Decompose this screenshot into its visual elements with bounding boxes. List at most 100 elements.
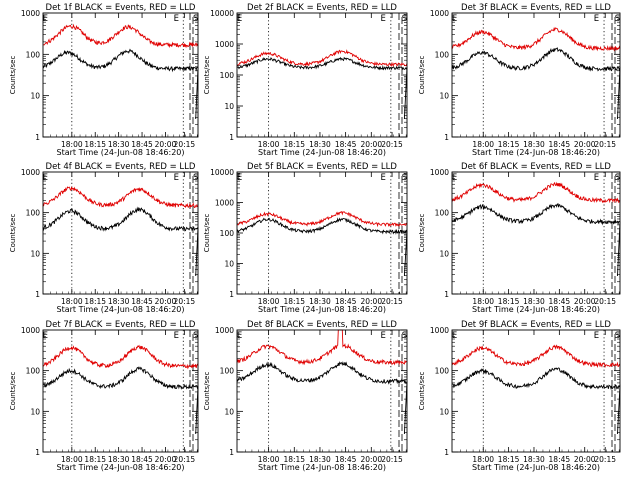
lld-series-line	[451, 344, 621, 369]
plot-frame	[42, 12, 199, 138]
x-tick-label: 18:15	[498, 140, 520, 149]
y-tick-label: 10000	[210, 168, 234, 177]
y-tick-label: 1	[444, 290, 449, 299]
x-tick-label: 18:00	[61, 455, 83, 464]
edge-marker-label: E	[594, 14, 599, 24]
chart-title: Det 7f BLACK = Events, RED = LLD	[46, 320, 196, 330]
y-axis-label: Counts/sec	[203, 56, 211, 95]
lld-series-line	[236, 329, 408, 366]
x-tick-label: 20:15	[174, 455, 196, 464]
x-tick-label: 20:00	[155, 140, 177, 149]
y-axis-label: Counts/sec	[418, 372, 426, 411]
events-series-line	[236, 217, 408, 277]
lld-series-line	[42, 186, 199, 209]
events-series-line	[42, 48, 199, 120]
edge-marker-label: E	[594, 331, 599, 341]
chart-title: Det 9f BLACK = Events, RED = LLD	[461, 320, 611, 330]
lld-series-line	[451, 26, 621, 52]
y-tick-label: 1000	[215, 326, 234, 335]
x-tick-label: 18:00	[258, 455, 280, 464]
x-tick-label: 18:30	[309, 455, 331, 464]
x-tick-label: 20:00	[574, 140, 596, 149]
y-tick-label: 1000	[21, 326, 40, 335]
x-tick-label: 18:00	[61, 297, 83, 306]
x-tick-label: 18:45	[335, 455, 357, 464]
lld-series-line	[42, 23, 199, 49]
x-tick-label: 18:30	[523, 140, 545, 149]
chart-panel-3: Det 3f BLACK = Events, RED = LLD Start Ti…	[418, 3, 621, 157]
edge-marker-label: E	[43, 173, 48, 183]
chart-title: Det 1f BLACK = Events, RED = LLD	[46, 3, 196, 13]
x-tick-label: 18:00	[472, 140, 494, 149]
x-tick-label: 18:15	[84, 140, 106, 149]
edge-marker-label: E	[452, 14, 457, 24]
edge-marker-label: E	[594, 173, 599, 183]
edge-marker-label: E	[174, 173, 179, 183]
y-tick-label: 100	[435, 367, 450, 376]
x-tick-label: 18:15	[283, 297, 305, 306]
events-series-line	[451, 367, 621, 435]
events-series-line	[42, 206, 199, 277]
edge-marker-label: E	[381, 173, 386, 183]
x-tick-label: 18:30	[108, 140, 130, 149]
y-tick-label: 10	[224, 260, 234, 269]
edge-marker-label: S	[402, 331, 407, 341]
chart-title: Det 8f BLACK = Events, RED = LLD	[247, 320, 397, 330]
events-series-line	[451, 203, 621, 277]
y-tick-label: 100	[26, 50, 41, 59]
y-axis-label: Counts/sec	[9, 56, 17, 95]
x-tick-label: 20:15	[594, 297, 616, 306]
events-series-line	[451, 47, 621, 120]
x-tick-label: 18:00	[258, 140, 280, 149]
y-tick-label: 1	[444, 448, 449, 457]
events-series-line	[236, 361, 408, 435]
x-tick-label: 18:45	[549, 297, 571, 306]
chart-panel-6: Det 6f BLACK = Events, RED = LLD Start Ti…	[418, 162, 621, 314]
lld-series-line	[451, 181, 621, 204]
x-tick-label: 20:00	[360, 140, 382, 149]
edge-marker-label: E	[237, 14, 242, 24]
edge-marker-label: S	[615, 331, 620, 341]
x-axis-label: Start Time (24-Jun-08 18:46:20)	[258, 463, 386, 472]
edge-marker-label: S	[402, 173, 407, 183]
x-tick-label: 18:30	[523, 455, 545, 464]
edge-marker-label: S	[193, 14, 198, 24]
plot-frame	[451, 329, 621, 453]
events-series-line	[236, 56, 408, 120]
x-tick-label: 20:15	[594, 455, 616, 464]
y-tick-label: 1000	[21, 9, 40, 18]
lld-series-line	[236, 49, 408, 67]
chart-panel-1: Det 1f BLACK = Events, RED = LLD Start Ti…	[9, 3, 199, 157]
x-tick-label: 18:00	[61, 140, 83, 149]
x-tick-label: 20:00	[574, 455, 596, 464]
chart-title: Det 2f BLACK = Events, RED = LLD	[247, 3, 397, 13]
x-axis-label: Start Time (24-Jun-08 18:46:20)	[57, 463, 185, 472]
x-axis-label: Start Time (24-Jun-08 18:46:20)	[258, 305, 386, 314]
edge-marker-label: E	[174, 331, 179, 341]
y-axis-label: Counts/sec	[203, 214, 211, 253]
x-tick-label: 18:45	[549, 140, 571, 149]
y-axis-label: Counts/sec	[203, 372, 211, 411]
x-tick-label: 18:00	[472, 297, 494, 306]
y-tick-label: 1	[444, 133, 449, 142]
plot-frame	[451, 12, 621, 138]
chart-title: Det 3f BLACK = Events, RED = LLD	[461, 3, 611, 13]
y-tick-label: 1	[35, 290, 40, 299]
events-series-line	[42, 366, 199, 435]
x-axis-label: Start Time (24-Jun-08 18:46:20)	[472, 305, 600, 314]
x-tick-label: 18:00	[258, 297, 280, 306]
edge-marker-label: E	[237, 331, 242, 341]
y-tick-label: 1000	[430, 168, 449, 177]
x-tick-label: 18:15	[498, 297, 520, 306]
y-tick-label: 1000	[21, 168, 40, 177]
plot-frame	[236, 12, 408, 138]
plot-frame	[451, 171, 621, 295]
x-tick-label: 20:15	[381, 455, 403, 464]
x-tick-label: 20:15	[381, 297, 403, 306]
y-axis-label: Counts/sec	[418, 56, 426, 95]
x-tick-label: 18:45	[131, 297, 153, 306]
x-axis-label: Start Time (24-Jun-08 18:46:20)	[57, 148, 185, 157]
chart-panel-7: Det 7f BLACK = Events, RED = LLD Start Ti…	[9, 320, 199, 472]
y-tick-label: 10	[224, 102, 234, 111]
x-tick-label: 20:15	[174, 140, 196, 149]
